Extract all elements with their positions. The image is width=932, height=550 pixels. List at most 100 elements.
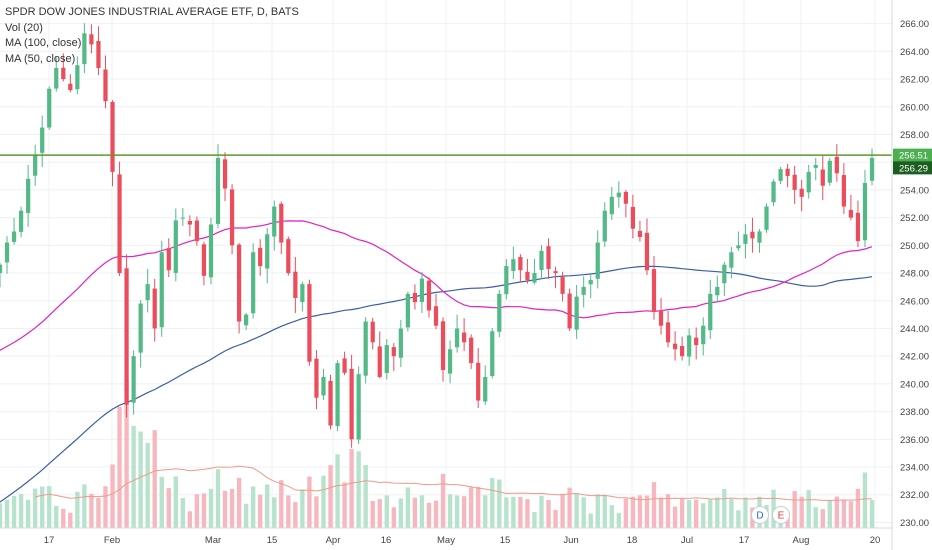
- candle: [314, 349, 319, 410]
- candle: [391, 343, 396, 372]
- candle-body: [293, 271, 298, 298]
- candle-body: [476, 362, 481, 401]
- marker-letter: E: [778, 511, 785, 522]
- candle-body: [208, 224, 214, 278]
- volume-bar: [293, 502, 298, 528]
- candle: [215, 144, 221, 229]
- candle: [89, 24, 94, 54]
- candle: [61, 53, 66, 82]
- volume-bar: [194, 494, 200, 528]
- ma100-line: [0, 265, 873, 503]
- y-tick-label: 236.00: [900, 435, 929, 446]
- candle-body: [567, 293, 572, 329]
- volume-bar: [729, 498, 734, 528]
- candle-body: [560, 277, 565, 294]
- candle-body: [771, 181, 776, 203]
- volume-bar: [405, 487, 411, 528]
- candle-body: [222, 159, 228, 189]
- candle-body: [321, 376, 326, 396]
- volume-bar: [0, 503, 3, 528]
- volume-bar: [433, 500, 439, 528]
- candle: [715, 275, 720, 303]
- candle: [539, 245, 544, 280]
- candle-body: [244, 314, 249, 326]
- volume-bar: [567, 487, 572, 528]
- candle-body: [616, 192, 621, 198]
- candle-body: [0, 264, 3, 274]
- candle: [651, 256, 657, 320]
- y-tick-label: 262.00: [900, 75, 929, 86]
- volume-bar: [229, 488, 235, 528]
- event-marker-d[interactable]: D: [751, 506, 769, 524]
- candle-body: [469, 337, 474, 364]
- candle: [363, 317, 368, 384]
- volume-bar: [363, 464, 368, 528]
- candle-body: [454, 328, 460, 348]
- candle-body: [314, 358, 319, 398]
- candle: [286, 236, 291, 276]
- volume-bar: [377, 499, 382, 528]
- volume-bar: [623, 498, 629, 528]
- candle-body: [820, 169, 825, 186]
- candle: [687, 328, 692, 366]
- candle-body: [96, 41, 101, 68]
- candle: [476, 347, 481, 408]
- volume-bar: [103, 486, 108, 528]
- x-tick-label: 16: [381, 535, 392, 546]
- volume-bar: [314, 496, 319, 528]
- candle: [827, 157, 832, 186]
- volume-bar: [391, 507, 396, 528]
- volume-bar: [349, 449, 354, 528]
- candle: [4, 236, 10, 274]
- candle: [405, 291, 410, 332]
- candle-body: [40, 127, 45, 153]
- candle-body: [546, 246, 551, 269]
- candle: [433, 294, 439, 330]
- candle-body: [595, 242, 600, 279]
- candle-body: [680, 345, 685, 357]
- volume-bar: [511, 496, 516, 528]
- candle: [820, 155, 825, 201]
- candle-body: [419, 278, 425, 303]
- candle-body: [799, 188, 804, 197]
- candle: [630, 194, 636, 239]
- volume-bar: [110, 464, 115, 528]
- y-tick-label: 240.00: [900, 379, 929, 390]
- price-tag-level-bg: [893, 148, 932, 162]
- candle-body: [447, 349, 453, 374]
- candle: [11, 217, 17, 245]
- event-marker-e[interactable]: E: [772, 506, 790, 524]
- price-tag-last: 256.29: [899, 163, 928, 174]
- candle: [293, 256, 298, 313]
- candle-body: [370, 321, 375, 343]
- candle-body: [349, 368, 354, 440]
- volume-bar: [665, 494, 671, 528]
- candle: [321, 368, 326, 400]
- volume-bar: [440, 473, 446, 528]
- volume-bar: [265, 484, 270, 528]
- candle-body: [215, 158, 221, 224]
- candle-body: [630, 206, 636, 229]
- volume-bar: [40, 486, 45, 528]
- x-tick-label: 15: [500, 535, 511, 546]
- candle-body: [588, 279, 593, 285]
- candle-body: [764, 206, 769, 230]
- volume-bar: [672, 506, 678, 528]
- candle-body: [440, 321, 446, 371]
- candle-body: [743, 234, 748, 244]
- candle-body: [286, 239, 291, 274]
- candle: [483, 365, 488, 405]
- volume-bar: [637, 495, 643, 528]
- candle: [18, 206, 24, 238]
- y-tick-label: 238.00: [900, 407, 929, 418]
- candle-body: [701, 325, 706, 345]
- candle: [778, 167, 783, 184]
- volume-bar: [813, 507, 818, 528]
- volume-bar: [686, 499, 692, 528]
- volume-bar: [419, 495, 425, 528]
- candle: [370, 317, 375, 350]
